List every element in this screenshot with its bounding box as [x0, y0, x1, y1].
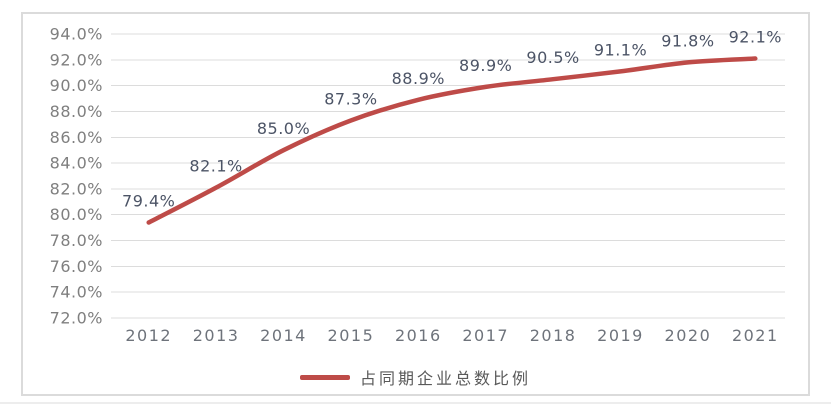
legend-line-marker	[299, 374, 350, 380]
data-label: 85.0%	[257, 119, 310, 138]
data-label: 79.4%	[122, 191, 175, 210]
x-axis-tick-label: 2019	[597, 326, 644, 345]
y-axis-tick-label: 82.0%	[50, 179, 103, 198]
y-axis-tick-label: 84.0%	[50, 154, 103, 173]
x-axis-tick-label: 2015	[328, 326, 375, 345]
data-label: 88.9%	[392, 69, 445, 88]
data-label: 91.8%	[661, 31, 714, 50]
y-axis-tick-label: 92.0%	[50, 50, 103, 69]
data-label: 89.9%	[459, 56, 512, 75]
legend-label: 占同期企业总数比例	[359, 369, 531, 388]
data-label: 90.5%	[526, 48, 579, 67]
x-axis-tick-label: 2021	[732, 326, 779, 345]
series-line	[146, 56, 758, 225]
legend: 占同期企业总数比例	[23, 366, 808, 388]
x-axis-tick-label: 2020	[665, 326, 712, 345]
page-edge-line	[0, 402, 831, 404]
data-label: 82.1%	[189, 157, 242, 176]
y-axis-tick-label: 76.0%	[50, 257, 103, 276]
y-axis-tick-label: 74.0%	[50, 283, 103, 302]
plot-area: 72.0% 74.0% 76.0% 78.0% 80.0% 82.0% 84.0% 86.0%…	[50, 25, 785, 345]
data-label: 92.1%	[729, 28, 782, 47]
y-axis-tick-label: 86.0%	[50, 128, 103, 147]
x-axis-tick-label: 2013	[193, 326, 240, 345]
data-label: 91.1%	[594, 40, 647, 59]
x-axis-tick-label: 2014	[260, 326, 307, 345]
line-chart-frame: 72.0% 74.0% 76.0% 78.0% 80.0% 82.0% 84.0% 86.0%…	[21, 12, 810, 396]
x-axis-tick-label: 2017	[462, 326, 509, 345]
y-axis-tick-label: 72.0%	[50, 309, 103, 328]
y-axis-tick-label: 78.0%	[50, 231, 103, 250]
x-axis-tick-label: 2016	[395, 326, 442, 345]
y-axis-tick-label: 88.0%	[50, 102, 103, 121]
x-axis-tick-label: 2012	[125, 326, 172, 345]
y-axis-tick-label: 94.0%	[50, 25, 103, 44]
x-axis-tick-label: 2018	[530, 326, 577, 345]
data-label: 87.3%	[324, 89, 377, 108]
y-axis-tick-label: 80.0%	[50, 205, 103, 224]
y-axis-tick-label: 90.0%	[50, 76, 103, 95]
